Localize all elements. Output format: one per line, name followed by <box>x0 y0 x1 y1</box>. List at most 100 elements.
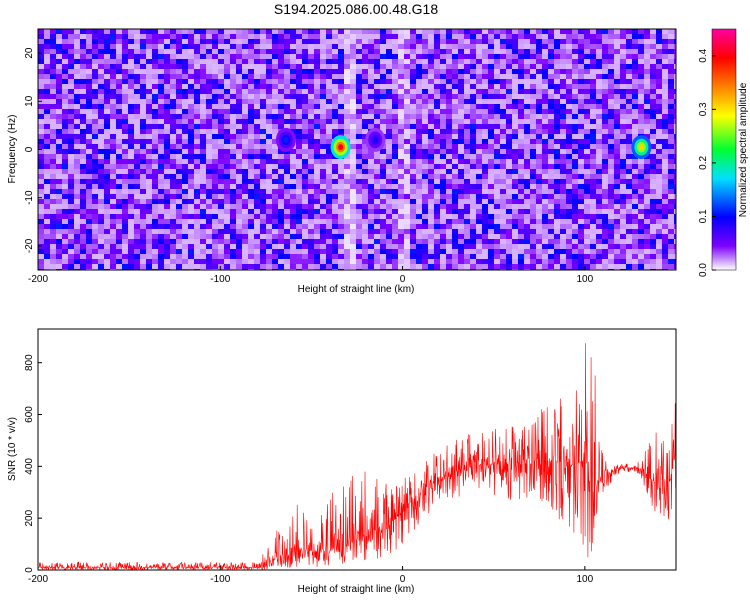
heatmap-cell <box>338 239 344 244</box>
heatmap-cell <box>422 124 428 129</box>
heatmap-cell <box>62 94 68 99</box>
heatmap-cell <box>644 104 650 109</box>
heatmap-cell <box>140 159 146 164</box>
heatmap-cell <box>260 79 266 84</box>
heatmap-cell <box>392 154 398 159</box>
heatmap-cell <box>314 189 320 194</box>
heatmap-cell <box>548 79 554 84</box>
heatmap-cell <box>236 114 242 119</box>
heatmap-cell <box>602 234 608 239</box>
heatmap-cell <box>560 59 566 64</box>
heatmap-cell <box>500 224 506 229</box>
heatmap-cell <box>236 29 242 34</box>
heatmap-cell <box>158 249 164 254</box>
heatmap-cell <box>440 74 446 79</box>
heatmap-cell <box>176 194 182 199</box>
heatmap-cell <box>344 104 350 109</box>
heatmap-cell <box>458 44 464 49</box>
heatmap-cell <box>632 134 638 139</box>
heatmap-cell <box>50 224 56 229</box>
heatmap-cell <box>500 134 506 139</box>
heatmap-cell <box>296 179 302 184</box>
heatmap-cell <box>494 224 500 229</box>
heatmap-cell <box>362 89 368 94</box>
heatmap-cell <box>218 89 224 94</box>
heatmap-cell <box>506 79 512 84</box>
heatmap-cell <box>206 94 212 99</box>
heatmap-cell <box>464 249 470 254</box>
heatmap-cell <box>440 84 446 89</box>
heatmap-cell <box>620 29 626 34</box>
heatmap-cell <box>62 39 68 44</box>
heatmap-cell <box>176 154 182 159</box>
heatmap-cell <box>620 169 626 174</box>
heatmap-cell <box>560 104 566 109</box>
heatmap-cell <box>644 164 650 169</box>
heatmap-cell <box>464 259 470 264</box>
heatmap-cell <box>410 104 416 109</box>
heatmap-cell <box>662 149 668 154</box>
heatmap-cell <box>182 69 188 74</box>
heatmap-cell <box>116 154 122 159</box>
heatmap-cell <box>656 69 662 74</box>
heatmap-cell <box>566 144 572 149</box>
heatmap-cell <box>212 169 218 174</box>
heatmap-cell <box>356 84 362 89</box>
heatmap-cell <box>476 164 482 169</box>
heatmap-cell <box>626 149 632 154</box>
heatmap-cell <box>368 179 374 184</box>
heatmap-cell <box>500 44 506 49</box>
heatmap-cell <box>356 159 362 164</box>
heatmap-cell <box>158 124 164 129</box>
heatmap-cell <box>662 99 668 104</box>
heatmap-cell <box>608 114 614 119</box>
heatmap-cell <box>224 104 230 109</box>
heatmap-cell <box>662 249 668 254</box>
heatmap-cell <box>176 169 182 174</box>
heatmap-cell <box>158 54 164 59</box>
heatmap-cell <box>512 134 518 139</box>
heatmap-cell <box>644 109 650 114</box>
heatmap-cell <box>656 104 662 109</box>
heatmap-cell <box>128 139 134 144</box>
heatmap-cell <box>632 214 638 219</box>
heatmap-cell <box>374 89 380 94</box>
heatmap-cell <box>44 59 50 64</box>
heatmap-cell <box>152 164 158 169</box>
heatmap-cell <box>398 104 404 109</box>
heatmap-cell <box>122 194 128 199</box>
heatmap-cell <box>416 124 422 129</box>
heatmap-cell <box>374 174 380 179</box>
heatmap-cell <box>422 59 428 64</box>
heatmap-cell <box>38 129 44 134</box>
heatmap-cell <box>482 194 488 199</box>
heatmap-cell <box>446 159 452 164</box>
heatmap-cell <box>662 154 668 159</box>
heatmap-cell <box>86 164 92 169</box>
heatmap-cell <box>596 64 602 69</box>
heatmap-cell <box>422 249 428 254</box>
heatmap-cell <box>206 159 212 164</box>
heatmap-cell <box>266 249 272 254</box>
heatmap-cell <box>590 149 596 154</box>
heatmap-cell <box>110 99 116 104</box>
heatmap-cell <box>344 229 350 234</box>
heatmap-cell <box>656 119 662 124</box>
heatmap-cell <box>122 99 128 104</box>
heatmap-cell <box>404 54 410 59</box>
heatmap-cell <box>446 34 452 39</box>
heatmap-cell <box>608 29 614 34</box>
heatmap-cell <box>182 159 188 164</box>
heatmap-cell <box>272 74 278 79</box>
heatmap-cell <box>122 144 128 149</box>
heatmap-cell <box>614 89 620 94</box>
heatmap-cell <box>224 164 230 169</box>
heatmap-cell <box>242 99 248 104</box>
heatmap-cell <box>200 94 206 99</box>
heatmap-cell <box>638 204 644 209</box>
heatmap-cell <box>326 124 332 129</box>
heatmap-cell <box>260 214 266 219</box>
heatmap-cell <box>128 234 134 239</box>
heatmap-cell <box>248 129 254 134</box>
heatmap-cell <box>110 69 116 74</box>
